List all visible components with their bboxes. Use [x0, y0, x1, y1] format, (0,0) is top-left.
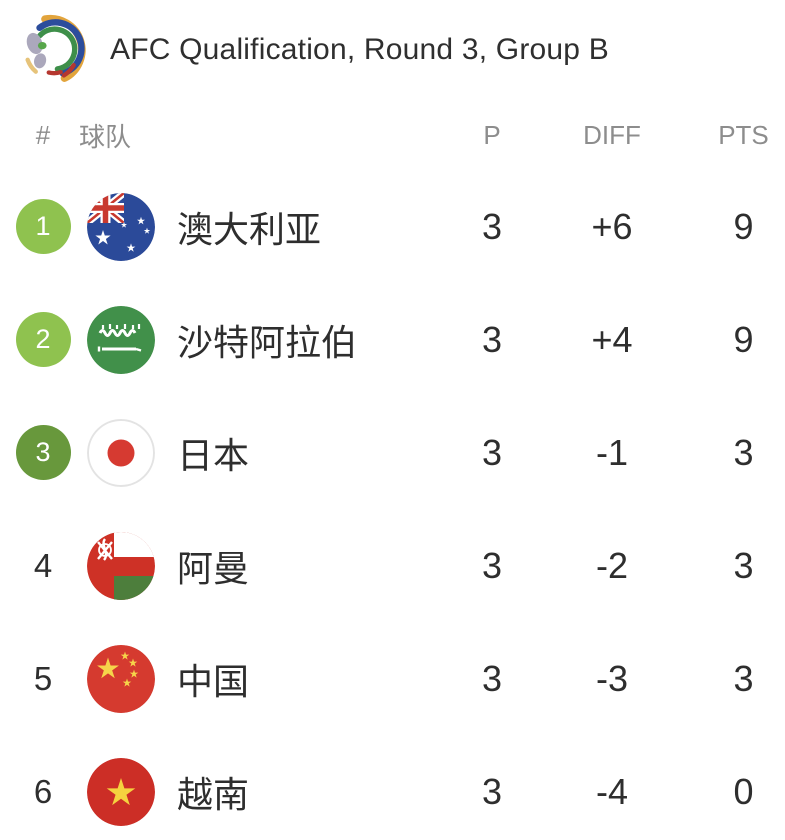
column-header-diff: DIFF: [583, 119, 641, 150]
page-title: AFC Qualification, Round 3, Group B: [110, 33, 609, 66]
table-column-headers: # 球队 P DIFF PTS: [0, 100, 785, 170]
played-value: 3: [481, 770, 503, 812]
australia-flag-icon: [86, 192, 155, 261]
flag-cell: [73, 192, 168, 261]
points-value: 3: [733, 431, 754, 473]
saudi-arabia-flag-icon: [86, 305, 155, 374]
table-row[interactable]: 1: [0, 170, 785, 283]
flag-cell: [73, 531, 168, 600]
team-name: 中国: [177, 660, 250, 702]
diff-value: -3: [595, 657, 628, 699]
rank-cell: 4: [13, 538, 73, 593]
flag-cell: [73, 305, 168, 374]
played-value: 3: [481, 318, 503, 360]
points-value: 3: [733, 657, 754, 699]
diff-value: -1: [595, 431, 628, 473]
rank-badge: 4: [33, 546, 53, 584]
rank-cell: 1: [13, 199, 73, 254]
flag-cell: [73, 757, 168, 826]
oman-flag-icon: [86, 531, 155, 600]
column-header-points: PTS: [718, 119, 769, 150]
afc-logo-icon: [25, 14, 86, 82]
points-value: 0: [733, 770, 754, 812]
rank-cell: 3: [13, 425, 73, 480]
points-value: 3: [733, 544, 754, 586]
rank-badge: 1: [15, 199, 71, 254]
rank-badge: 3: [15, 425, 71, 480]
team-name: 越南: [177, 773, 250, 815]
rank-badge: 2: [15, 312, 71, 367]
played-value: 3: [481, 544, 503, 586]
diff-value: +6: [591, 205, 633, 247]
table-row[interactable]: 2: [0, 283, 785, 396]
table-row[interactable]: 4 阿曼: [0, 509, 785, 622]
played-value: 3: [481, 431, 503, 473]
rank-cell: 5: [13, 651, 73, 706]
flag-cell: [73, 644, 168, 713]
team-name: 日本: [177, 434, 250, 476]
column-header-played: P: [483, 119, 501, 150]
diff-value: +4: [591, 318, 633, 360]
rank-badge: 6: [33, 772, 53, 810]
table-row[interactable]: 3 日本 3 -1 3: [0, 396, 785, 509]
rank-cell: 6: [13, 764, 73, 819]
points-value: 9: [733, 318, 754, 360]
diff-value: -4: [595, 770, 628, 812]
rank-cell: 2: [13, 312, 73, 367]
china-flag-icon: [86, 644, 155, 713]
points-value: 9: [733, 205, 754, 247]
team-name: 澳大利亚: [177, 208, 322, 250]
japan-flag-icon: [86, 418, 155, 487]
flag-cell: [73, 418, 168, 487]
table-row[interactable]: 6 越南 3 -4 0: [0, 735, 785, 840]
team-name: 阿曼: [177, 547, 250, 589]
rank-badge: 5: [33, 659, 53, 697]
column-header-team: 球队: [79, 121, 132, 152]
title-bar: AFC Qualification, Round 3, Group B: [0, 0, 785, 100]
played-value: 3: [481, 205, 503, 247]
diff-value: -2: [595, 544, 628, 586]
vietnam-flag-icon: [86, 757, 155, 826]
table-row[interactable]: 5: [0, 622, 785, 735]
team-name: 沙特阿拉伯: [177, 321, 358, 363]
column-header-rank: #: [35, 119, 51, 150]
played-value: 3: [481, 657, 503, 699]
